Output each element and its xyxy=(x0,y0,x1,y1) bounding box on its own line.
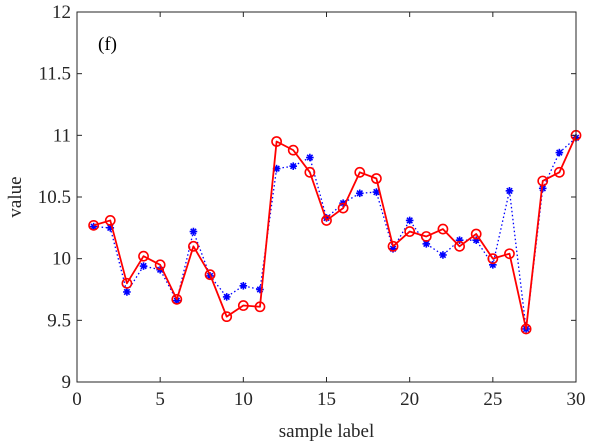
series-2-circle-point xyxy=(171,293,183,305)
y-tick-label: 10.5 xyxy=(38,187,71,208)
series-2-circle-point xyxy=(487,253,499,265)
series-2-circle-point xyxy=(321,215,332,226)
series-2-circle-point xyxy=(104,215,116,226)
series-layer xyxy=(88,129,582,335)
series-2-circle-point xyxy=(237,300,249,311)
x-tick-label: 20 xyxy=(400,389,419,410)
series-1-asterisk-point xyxy=(139,262,148,270)
series-2-circle-point xyxy=(504,248,515,260)
x-axis-label: sample label xyxy=(279,421,375,442)
series-2-circle-point xyxy=(138,250,149,262)
series-1-asterisk-point xyxy=(306,153,314,162)
series-1-asterisk-point xyxy=(123,288,131,296)
series-2-circle-point xyxy=(337,202,349,214)
series-1-asterisk-point xyxy=(222,293,231,301)
series-2-circle-point xyxy=(121,277,133,289)
y-tick-label: 10 xyxy=(52,249,71,270)
y-tick-label: 11 xyxy=(53,125,71,146)
series-1-asterisk-point xyxy=(422,240,431,248)
series-1-asterisk-point xyxy=(289,162,298,170)
series-1-line xyxy=(93,137,577,330)
series-1-asterisk-point xyxy=(355,189,364,198)
panel-label: (f) xyxy=(98,34,117,55)
series-2-line xyxy=(93,134,577,330)
series-2-circle-point xyxy=(254,301,266,313)
y-tick-label: 11.5 xyxy=(38,64,71,85)
series-2-circle-point xyxy=(88,219,100,231)
axes-layer: 0 5 10 15 20 25 30 9 9.5 10 10.5 11 11.5 12 xyxy=(38,2,586,410)
x-tick-label: 10 xyxy=(234,389,253,410)
series-2-circle-point xyxy=(387,240,399,252)
x-tick-label: 25 xyxy=(483,389,502,410)
series-1-asterisk-point xyxy=(405,216,414,225)
y-axis-label: value xyxy=(5,176,26,217)
x-tick-label: 5 xyxy=(155,389,165,410)
y-tick-label: 9 xyxy=(62,372,72,393)
series-1-asterisk-point xyxy=(505,187,514,195)
series-2-circle-point xyxy=(354,166,366,178)
series-2-circle-point xyxy=(537,175,549,187)
series-2-circle-point xyxy=(437,223,449,235)
series-2-circle-point xyxy=(454,240,465,252)
series-2-circle-point xyxy=(188,240,199,252)
series-2-circle-point xyxy=(304,166,316,178)
series-2-circle-point xyxy=(553,166,565,178)
plot-background xyxy=(77,12,576,382)
series-2-circle-point xyxy=(287,144,299,156)
series-2-circle-point xyxy=(520,323,532,335)
series-1-asterisk-point xyxy=(439,251,447,259)
x-tick-label: 0 xyxy=(72,389,82,410)
series-2-circle-point xyxy=(204,269,216,281)
series-2-circle-point xyxy=(470,228,482,240)
y-tick-label: 9.5 xyxy=(47,310,71,331)
x-tick-label: 30 xyxy=(567,389,586,410)
series-2-circle-point xyxy=(154,259,166,271)
series-2-circle-point xyxy=(370,173,382,184)
series-2-circle-point xyxy=(221,311,233,323)
series-2-circle-point xyxy=(404,226,416,237)
y-tick-label: 12 xyxy=(52,2,71,23)
series-1-asterisk-point xyxy=(555,148,564,157)
series-2-circle-point xyxy=(271,136,282,147)
x-tick-label: 15 xyxy=(317,389,336,410)
series-1-asterisk-point xyxy=(189,227,198,236)
series-1-asterisk-point xyxy=(239,282,248,290)
series-2-circle-point xyxy=(420,231,432,242)
